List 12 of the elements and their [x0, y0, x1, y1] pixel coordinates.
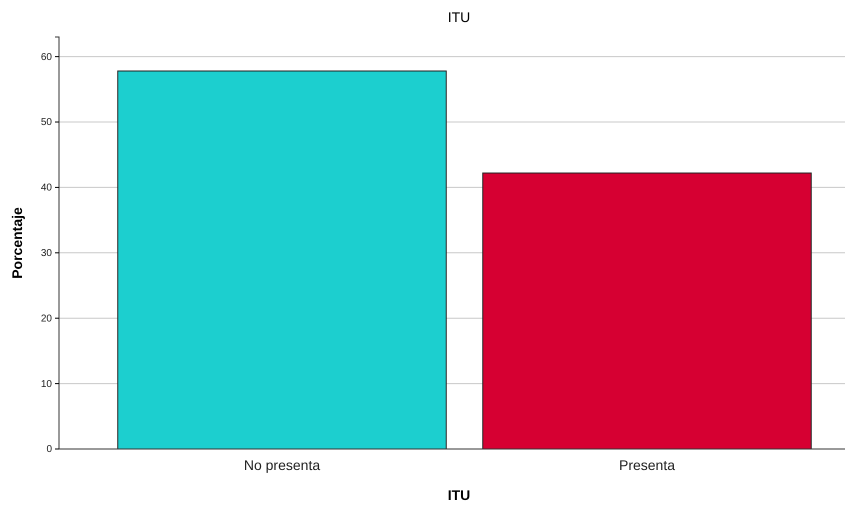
x-tick-label: Presenta	[618, 457, 676, 474]
y-tick-label: 50	[40, 117, 52, 128]
y-tick-label: 40	[40, 182, 52, 194]
y-tick-label: 30	[40, 248, 52, 260]
y-axis-title: Porcentaje	[9, 206, 25, 279]
y-tick-label: 60	[40, 52, 52, 63]
y-tick-label: 0	[46, 444, 52, 456]
x-axis-title: ITU	[448, 487, 470, 503]
y-tick-label: 10	[40, 378, 52, 390]
x-tick-label: No presenta	[244, 457, 320, 474]
chart-title: ITU	[448, 9, 470, 25]
y-tick-label: 20	[40, 313, 52, 324]
